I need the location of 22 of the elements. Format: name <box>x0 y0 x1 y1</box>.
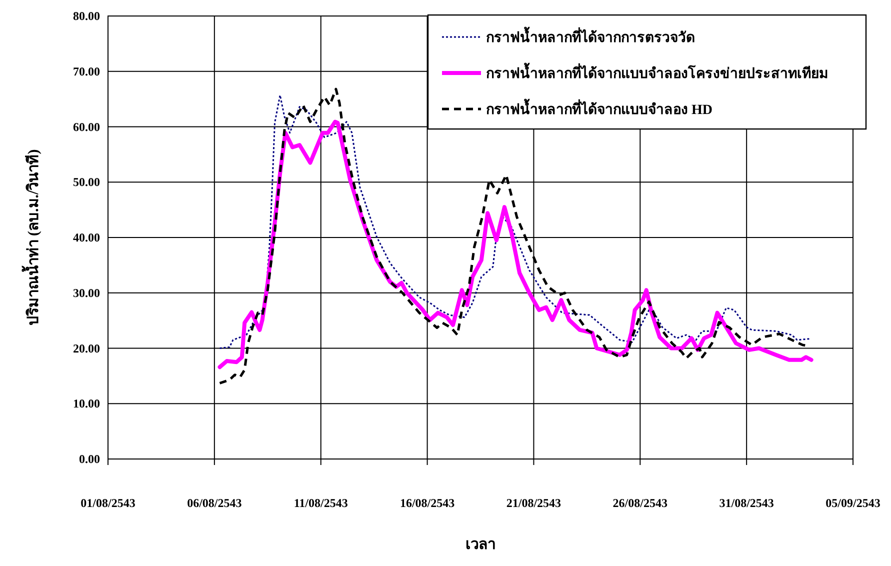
x-axis-title: เวลา <box>466 537 496 553</box>
x-tick-label: 16/08/2543 <box>400 496 455 510</box>
y-tick-label: 30.00 <box>73 286 100 300</box>
y-tick-label: 80.00 <box>73 9 100 23</box>
x-tick-label: 31/08/2543 <box>719 496 774 510</box>
x-tick-label: 01/08/2543 <box>80 496 136 510</box>
y-tick-label: 50.00 <box>73 175 100 190</box>
y-tick-label: 70.00 <box>73 64 100 78</box>
y-tick-label: 0.00 <box>79 452 100 466</box>
y-tick-label: 60.00 <box>73 120 100 134</box>
x-tick-label: 05/09/2543 <box>826 496 880 510</box>
x-tick-label: 21/08/2543 <box>506 496 562 510</box>
x-tick-label: 06/08/2543 <box>187 496 242 510</box>
legend-label: กราฟน้ำหลากที่ได้จากการตรวจวัด <box>486 26 695 46</box>
y-tick-label: 40.00 <box>73 230 100 244</box>
x-tick-label: 26/08/2543 <box>612 496 668 510</box>
legend-label: กราฟน้ำหลากที่ได้จากแบบจำลอง HD <box>486 98 712 118</box>
x-tick-label: 11/08/2543 <box>294 496 348 510</box>
y-tick-label: 20.00 <box>73 341 100 356</box>
legend-label: กราฟน้ำหลากที่ได้จากแบบจำลองโครงข่ายประสาทเทียม <box>486 62 828 82</box>
y-axis-title: ปริมาณน้ำท่า (ลบ.ม./วินาที) <box>21 149 42 326</box>
y-tick-label: 10.00 <box>73 396 100 411</box>
